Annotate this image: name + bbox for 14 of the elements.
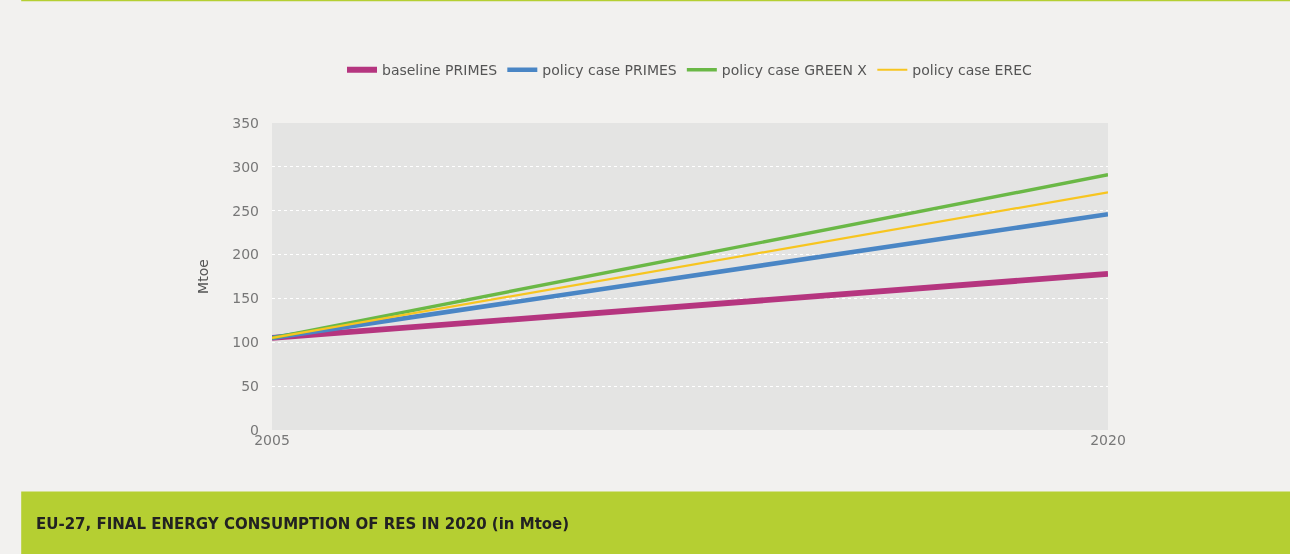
legend-label: baseline PRIMES	[382, 62, 498, 79]
legend-label: policy case GREEN X	[721, 62, 868, 79]
y-axis-title: Mtoe	[194, 259, 211, 294]
y-tick-label: 50	[241, 378, 259, 395]
legend-label: policy case PRIMES	[542, 62, 677, 79]
text: EU-27, FINAL ENERGY CONSUMPTION OF RES IN 2020 (in Mtoe)	[36, 515, 570, 533]
y-tick-label: 150	[232, 290, 259, 307]
y-tick-label: 350	[232, 114, 259, 131]
y-tick-label: 300	[232, 158, 259, 175]
x-tick-label: 2020	[1090, 432, 1126, 448]
y-tick-label: 250	[232, 202, 259, 219]
y-tick-label: 100	[232, 334, 259, 351]
legend-label: policy case EREC	[912, 62, 1033, 79]
y-tick-label: 200	[232, 246, 259, 263]
